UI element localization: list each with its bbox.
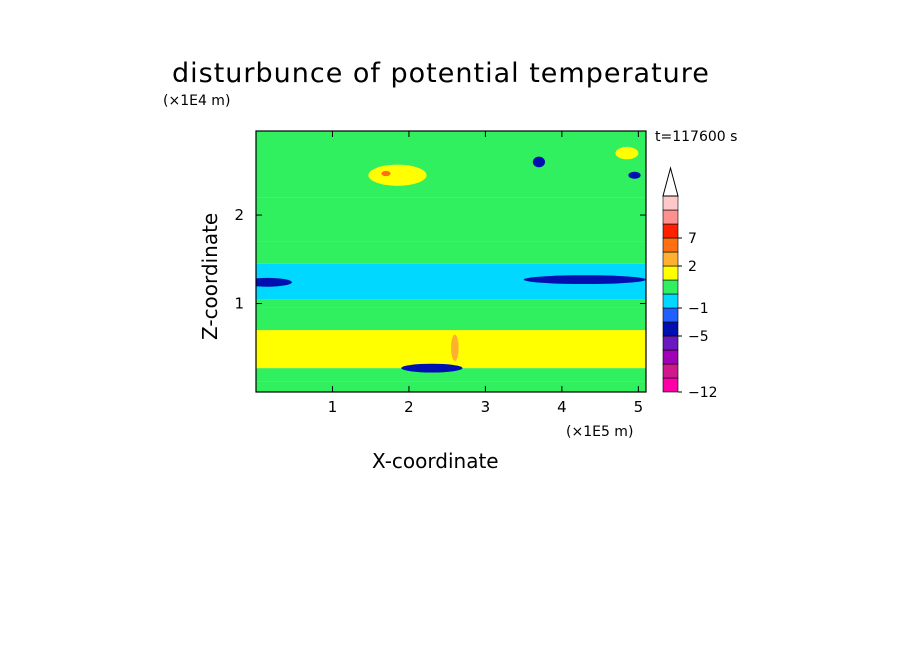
colorbar-swatch [662,363,679,379]
heatmap-band-3 [256,307,646,331]
plot-frame [255,130,647,393]
colorbar-swatch [662,307,679,323]
heatmap-band-7 [256,197,646,242]
chart-title: disturbunce of potential temperature [172,58,710,89]
heatmap-feature-4 [381,170,391,177]
colorbar-swatch [662,377,679,393]
colorbar-swatch [662,237,679,253]
time-label: t=117600 s [655,129,738,145]
heatmap-feature-7 [628,171,641,179]
heatmap-feature-5 [615,146,639,160]
x-tick-label: 4 [557,398,567,416]
colorbar-swatch [662,279,679,295]
heatmap-feature-2 [401,363,463,373]
y-axis: 12 [234,206,646,313]
colorbar-label: 2 [688,259,697,275]
colorbar-swatch [662,265,679,281]
heatmap-band-0 [256,381,646,392]
colorbar-swatch [662,293,679,309]
colorbar-label: 7 [688,231,697,247]
heatmap-band-1 [256,368,646,382]
heatmap-band-4 [256,299,646,308]
colorbar-swatch [662,195,679,211]
colorbar: 7 2 −1 −5 −12 [662,166,718,401]
heatmap-bands [256,131,646,392]
heatmap-band-6 [256,241,646,264]
x-tick-label: 2 [404,398,414,416]
colorbar-label: −5 [688,329,709,345]
x-tick-label: 3 [481,398,491,416]
x-axis-label: X-coordinate [372,449,499,473]
heatmap-feature-0 [256,277,292,287]
heatmap-features [256,146,646,373]
heatmap-feature-3 [368,164,427,186]
colorbar-label: −12 [688,385,718,401]
heatmap-band-8 [256,131,646,198]
x-tick-label: 5 [634,398,644,416]
y-unit-label: (×1E4 m) [163,93,231,109]
y-tick-label: 1 [234,295,244,313]
x-tick-label: 1 [328,398,338,416]
colorbar-swatch [662,251,679,267]
colorbar-swatch [662,321,679,337]
colorbar-swatch [662,335,679,351]
x-unit-label: (×1E5 m) [566,424,634,440]
y-tick-label: 2 [234,206,244,224]
x-axis: 1 2 3 4 5 [328,131,643,416]
heatmap-feature-6 [532,156,546,168]
colorbar-label: −1 [688,301,709,317]
colorbar-extend-triangle [662,166,679,197]
heatmap-band-2 [256,330,646,369]
heatmap-feature-8 [451,334,459,362]
heatmap-feature-1 [523,275,646,285]
colorbar-swatch [662,349,679,365]
colorbar-swatch [662,223,679,239]
colorbar-swatch [662,209,679,225]
